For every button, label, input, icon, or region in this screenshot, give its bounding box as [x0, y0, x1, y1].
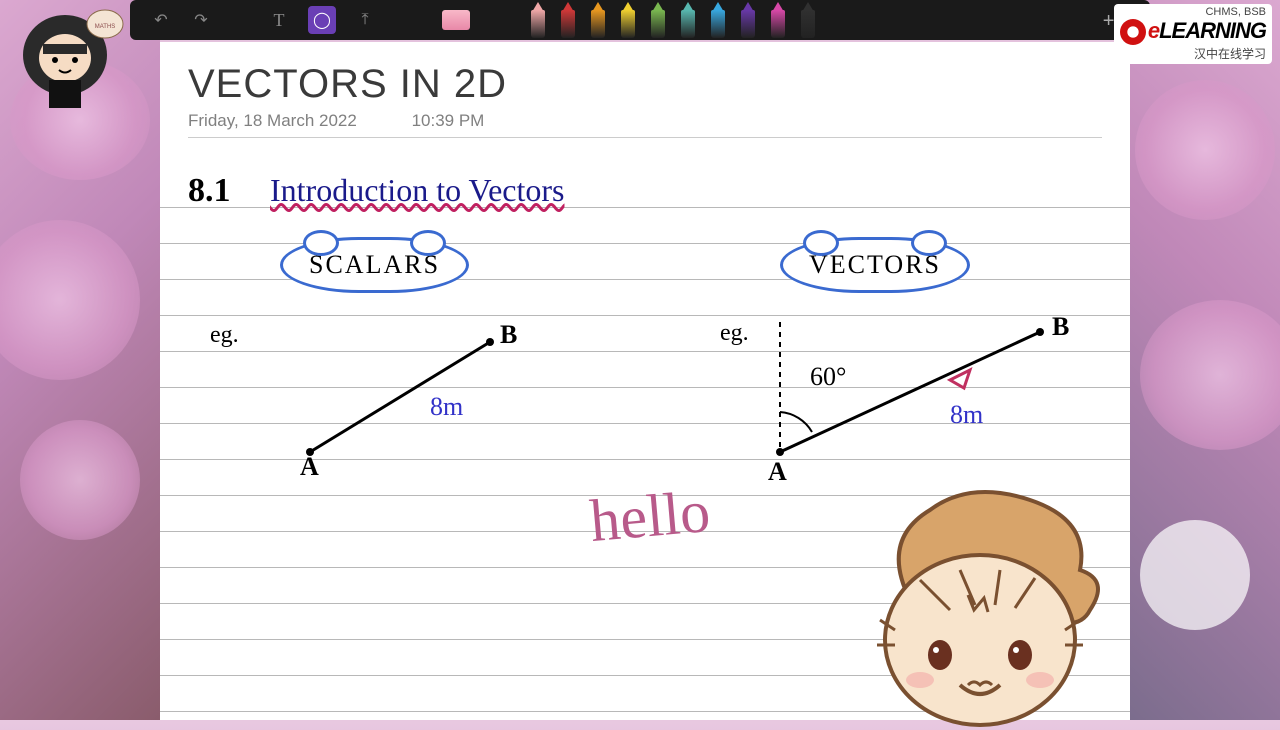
pen-color-9[interactable]	[798, 2, 818, 38]
eg-label-left: eg.	[210, 322, 239, 349]
svg-text:MATHS: MATHS	[95, 24, 116, 30]
hello-doodle: hello	[587, 477, 713, 556]
section-title: Introduction to Vectors	[270, 172, 564, 209]
character-sticker	[850, 470, 1110, 730]
logo-badge-icon	[1120, 19, 1146, 45]
insert-space-button[interactable]: ⤒	[354, 9, 376, 31]
section-number: 8.1	[188, 172, 231, 210]
redo-button[interactable]: ↷	[190, 9, 212, 31]
pen-color-8[interactable]	[768, 2, 788, 38]
elearning-logo: CHMS, BSB eLEARNING 汉中在线学习	[1114, 4, 1272, 64]
scalars-cloud: SCALARS	[280, 237, 469, 293]
pen-color-7[interactable]	[738, 2, 758, 38]
logo-school: CHMS, BSB	[1120, 6, 1266, 18]
pen-color-0[interactable]	[528, 2, 548, 38]
vector-point-b: B	[1052, 312, 1069, 342]
pen-color-5[interactable]	[678, 2, 698, 38]
pen-color-4[interactable]	[648, 2, 668, 38]
vector-angle: 60°	[810, 362, 846, 392]
pen-color-2[interactable]	[588, 2, 608, 38]
vectors-cloud: VECTORS	[780, 237, 970, 293]
logo-cn: 汉中在线学习	[1120, 45, 1266, 62]
page-date: Friday, 18 March 2022	[188, 111, 357, 130]
page-time: 10:39 PM	[412, 111, 485, 130]
teacher-avatar: MATHS	[5, 0, 125, 120]
scalar-point-a: A	[300, 452, 319, 482]
scalar-point-b: B	[500, 320, 517, 350]
background-right	[1120, 0, 1280, 720]
scalar-distance: 8m	[430, 392, 463, 422]
vector-distance: 8m	[950, 400, 983, 430]
pen-palette	[528, 2, 818, 38]
pen-color-3[interactable]	[618, 2, 638, 38]
header-rule	[188, 137, 1102, 138]
undo-button[interactable]: ↶	[150, 9, 172, 31]
logo-text: LEARNING	[1159, 18, 1266, 43]
lasso-tool-button[interactable]: ◯	[308, 6, 336, 34]
page-meta: Friday, 18 March 2022 10:39 PM	[188, 111, 1102, 131]
pen-color-6[interactable]	[708, 2, 728, 38]
app-toolbar: ↶ ↷ T ◯ ⤒ + ▾	[130, 0, 1150, 40]
vector-point-a: A	[768, 457, 787, 487]
pen-color-1[interactable]	[558, 2, 578, 38]
eraser-tool[interactable]	[442, 10, 470, 30]
text-tool-button[interactable]: T	[268, 9, 290, 31]
page-title: VECTORS IN 2D	[188, 62, 1102, 107]
logo-e: e	[1148, 18, 1159, 43]
